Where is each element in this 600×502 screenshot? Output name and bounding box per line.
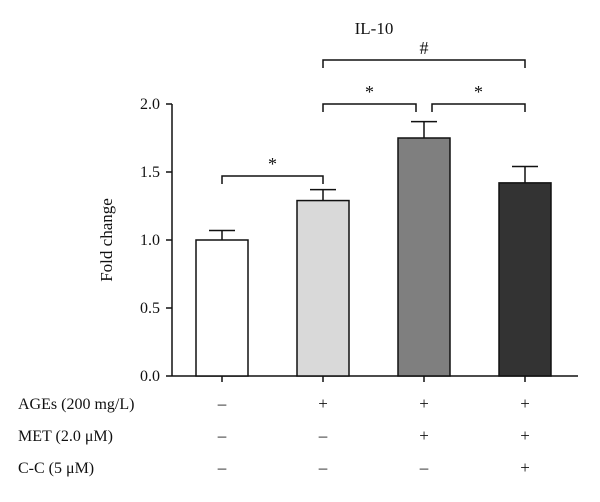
condition-sign: –: [217, 394, 227, 413]
condition-sign: +: [520, 426, 530, 445]
significance-bracket: [221, 175, 324, 184]
significance-brackets: * * * #: [221, 38, 526, 184]
chart-title: IL-10: [355, 19, 394, 38]
significance-bracket: [431, 103, 526, 112]
significance-bracket: [322, 103, 417, 112]
condition-sign: –: [217, 426, 227, 445]
y-tick-label: 2.0: [140, 96, 160, 113]
condition-row-label: AGEs (200 mg/L): [18, 396, 134, 413]
significance-label: *: [365, 82, 374, 102]
y-tick-label: 1.5: [140, 164, 160, 181]
significance-label: *: [474, 82, 483, 102]
y-tick-label: 1.0: [140, 232, 160, 249]
condition-sign: –: [419, 458, 429, 477]
condition-sign: –: [217, 458, 227, 477]
significance-label: *: [268, 154, 277, 174]
condition-sign: –: [318, 458, 328, 477]
condition-sign: +: [520, 458, 530, 477]
significance-label: #: [420, 38, 429, 58]
condition-row-label: MET (2.0 μM): [18, 428, 113, 445]
condition-sign: +: [419, 394, 429, 413]
bar: [397, 137, 451, 377]
significance-bracket: [322, 59, 526, 68]
condition-sign: +: [520, 394, 530, 413]
condition-row-label: C-C (5 μM): [18, 460, 94, 477]
y-tick-label: 0.0: [140, 368, 160, 385]
condition-sign: +: [318, 394, 328, 413]
condition-table: AGEs (200 mg/L) – + + + MET (2.0 μM) – – + + C-C (…: [18, 394, 530, 477]
y-axis-label: Fold change: [97, 198, 116, 282]
condition-sign: –: [318, 426, 328, 445]
bar: [498, 182, 552, 377]
y-tick-label: 0.5: [140, 300, 160, 317]
bar: [296, 199, 350, 377]
bar: [195, 239, 249, 377]
bars: [195, 120, 552, 377]
condition-sign: +: [419, 426, 429, 445]
